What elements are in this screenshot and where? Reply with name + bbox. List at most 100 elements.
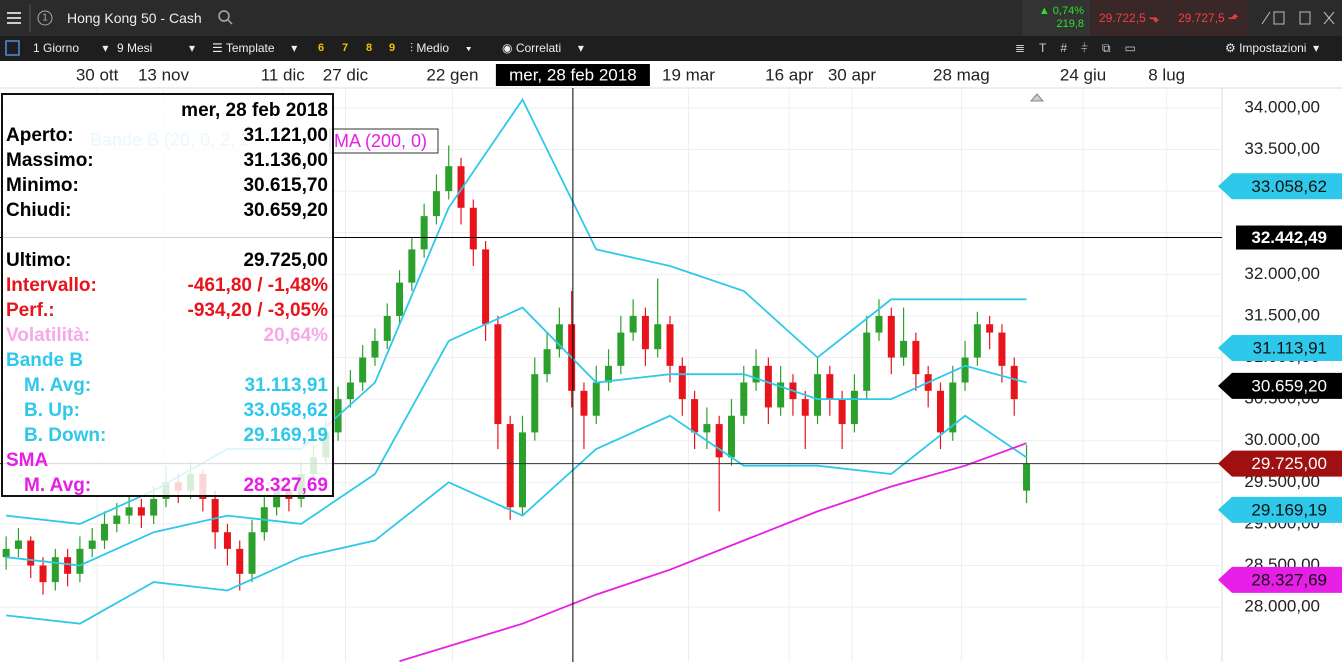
template[interactable]: ☰ Template ▾ (212, 41, 298, 55)
candle-body (396, 282, 404, 316)
x-tick-label: 16 apr (765, 65, 814, 84)
window-icons[interactable] (1256, 0, 1342, 36)
y-tick-label: 33.500,00 (1244, 139, 1320, 158)
change-box: ▲ 0,74% 219,8 (1022, 0, 1090, 36)
info-label: M. Avg: (24, 375, 91, 396)
indicator-line (399, 442, 1027, 662)
candle-body (273, 490, 281, 508)
candle-body (764, 365, 772, 408)
info-label: M. Avg: (24, 475, 91, 496)
candle-body (531, 374, 539, 433)
last-price-tag-bg (1218, 450, 1342, 477)
info-value: 31.113,91 (245, 375, 329, 396)
info-value: 31.136,00 (243, 150, 328, 171)
candle-body (150, 498, 158, 516)
buy-price[interactable]: 29.727,5 ⬏ (1170, 0, 1248, 36)
candle-body (703, 424, 711, 433)
menu-icons[interactable]: 1 (0, 0, 60, 36)
candle-body (580, 390, 588, 416)
candle-body (383, 315, 391, 341)
price-tag: 31.113,91 (1253, 339, 1327, 358)
price-tag: 29.169,19 (1251, 500, 1327, 519)
candle-body (973, 324, 981, 358)
candle-body (777, 382, 785, 408)
info-label: Bande B (6, 350, 83, 371)
info-value: 28.327,69 (243, 475, 328, 496)
preset[interactable]: 7 (342, 42, 349, 54)
candle-body (236, 548, 244, 574)
candle-body (1023, 463, 1031, 491)
candle-body (961, 357, 969, 383)
candle-body (2, 548, 10, 558)
info-panel (1, 93, 334, 497)
candle-body (371, 340, 379, 358)
sell-price[interactable]: 29.722,5 ⬎ (1091, 0, 1169, 36)
preset[interactable]: 6 (318, 42, 325, 54)
candle-body (518, 432, 526, 508)
candle-body (912, 340, 920, 375)
info-label: Chiudi: (6, 200, 71, 221)
candle-body (137, 507, 145, 516)
info-value: 29.169,19 (243, 425, 328, 446)
candle-body (740, 382, 748, 416)
y-tick-label: 32.000,00 (1244, 264, 1320, 283)
info-value: -461,80 / -1,48% (188, 275, 329, 296)
sell-value: 29.722,5 (1099, 11, 1146, 25)
candle-body (359, 357, 367, 383)
candle-body (986, 324, 994, 333)
x-tick-label: 24 giu (1060, 65, 1106, 84)
candle-body (617, 332, 625, 366)
plot (2, 97, 1031, 662)
candle-body (494, 324, 502, 425)
candle-body (543, 349, 551, 375)
candle-body (900, 340, 908, 358)
info-label: Volatilità: (6, 325, 90, 346)
settings-label: Impostazioni (1239, 41, 1307, 55)
candle-body (432, 191, 440, 217)
info-label: B. Up: (24, 400, 80, 421)
settings[interactable]: ⚙ Impostazioni ▾ (1225, 41, 1320, 55)
candle-body (605, 365, 613, 383)
candle-body (801, 399, 809, 416)
info-label: Intervallo: (6, 275, 97, 296)
date-axis-bg (0, 61, 1342, 88)
template-label: Template (225, 41, 275, 55)
candle-body (457, 166, 465, 208)
candle-body (469, 207, 477, 250)
related[interactable]: ◉ Correlati ▾ (502, 41, 584, 55)
candle-body (826, 374, 834, 400)
search-icon[interactable] (215, 0, 235, 36)
info-date: mer, 28 feb 2018 (181, 100, 328, 121)
x-tick-label: 19 mar (662, 65, 715, 84)
x-tick-label: 30 ott (76, 65, 119, 84)
change-pts: 219,8 (1056, 18, 1084, 30)
price-tag: 33.058,62 (1251, 177, 1327, 196)
candle-body (445, 166, 453, 192)
interval-label: 1 Giorno (33, 41, 80, 55)
candle-body (592, 382, 600, 416)
candle-body (27, 540, 35, 566)
range[interactable]: 9 Mesi ▾ (117, 41, 196, 55)
preset[interactable]: 9 (389, 42, 396, 54)
price-tag: 28.327,69 (1251, 570, 1327, 589)
candle-body (654, 324, 662, 350)
info-value: -934,20 / -3,05% (188, 300, 329, 321)
buy-value: 29.727,5 (1178, 11, 1225, 25)
preset[interactable]: 8 (366, 42, 373, 54)
info-label: Minimo: (6, 175, 79, 196)
instrument[interactable]: Hong Kong 50 - Cash (67, 10, 202, 26)
chart: 28.000,0028.500,0029.000,0029.500,0030.0… (0, 61, 1342, 662)
style[interactable]: ⫶ Medio ▾ (410, 41, 472, 55)
candle-body (346, 382, 354, 400)
crosshair-date-bg (495, 64, 650, 86)
interval[interactable]: 1 Giorno ▾ (33, 41, 109, 55)
info-value: 20,64% (264, 325, 329, 346)
info-label: B. Down: (24, 425, 106, 446)
x-tick-label: 8 lug (1148, 65, 1185, 84)
panel-icon[interactable] (0, 36, 28, 61)
candle-body (1010, 365, 1018, 400)
candle-body (936, 390, 944, 433)
tool-icons[interactable]: ≣T#⫩⧉▭ (1015, 41, 1150, 55)
candle-body (838, 399, 846, 425)
